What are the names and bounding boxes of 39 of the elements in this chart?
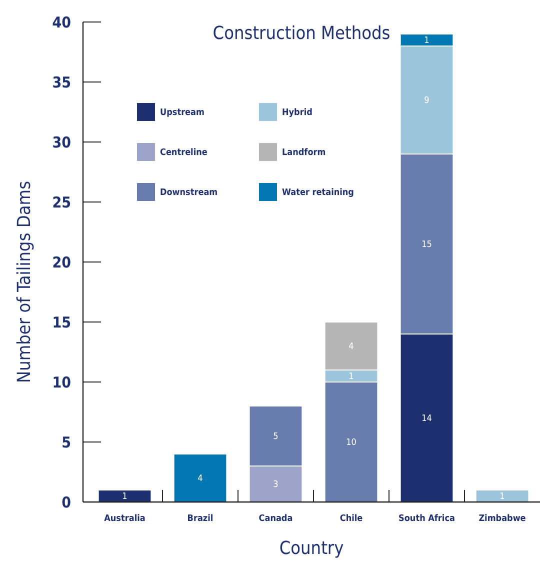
data-label: 3 bbox=[273, 480, 278, 490]
data-label: 1 bbox=[122, 492, 128, 502]
legend-label: Water retaining bbox=[282, 188, 354, 198]
legend-label: Landform bbox=[282, 148, 326, 158]
y-tick-label: 10 bbox=[52, 373, 71, 392]
bar bbox=[475, 490, 530, 502]
y-tick-label: 15 bbox=[52, 313, 71, 332]
legend-label: Upstream bbox=[160, 108, 204, 118]
data-label: 5 bbox=[273, 432, 278, 442]
y-tick-label: 40 bbox=[52, 13, 71, 32]
chart-title: Construction Methods bbox=[212, 23, 390, 44]
y-tick-label: 30 bbox=[52, 133, 71, 152]
y-tick-label: 5 bbox=[62, 433, 71, 452]
data-label: 10 bbox=[346, 438, 356, 448]
data-label: 14 bbox=[422, 414, 432, 424]
x-tick-label: Australia bbox=[104, 514, 146, 524]
x-axis-title: Country bbox=[279, 538, 344, 559]
legend-label: Hybrid bbox=[282, 108, 313, 118]
data-label: 9 bbox=[424, 96, 430, 106]
y-axis-title: Number of Tailings Dams bbox=[14, 180, 35, 384]
y-tick-label: 0 bbox=[62, 493, 71, 512]
bar bbox=[173, 454, 228, 502]
y-tick-label: 25 bbox=[52, 193, 71, 212]
data-label: 1 bbox=[348, 372, 354, 382]
x-tick-label: Zimbabwe bbox=[478, 514, 526, 524]
data-label: 15 bbox=[422, 240, 432, 250]
x-tick-label: Chile bbox=[340, 514, 364, 524]
data-label: 1 bbox=[500, 492, 505, 502]
legend-label: Downstream bbox=[160, 188, 218, 198]
data-label: 1 bbox=[424, 36, 430, 46]
x-tick-label: Canada bbox=[258, 514, 293, 524]
bar bbox=[98, 490, 152, 502]
y-tick-label: 35 bbox=[52, 73, 71, 92]
data-label: 4 bbox=[198, 474, 203, 484]
x-tick-label: Brazil bbox=[187, 514, 214, 524]
y-tick-label: 20 bbox=[52, 253, 71, 272]
legend-label: Centreline bbox=[160, 148, 208, 158]
x-tick-label: South Africa bbox=[398, 514, 455, 524]
data-label: 4 bbox=[348, 342, 354, 352]
